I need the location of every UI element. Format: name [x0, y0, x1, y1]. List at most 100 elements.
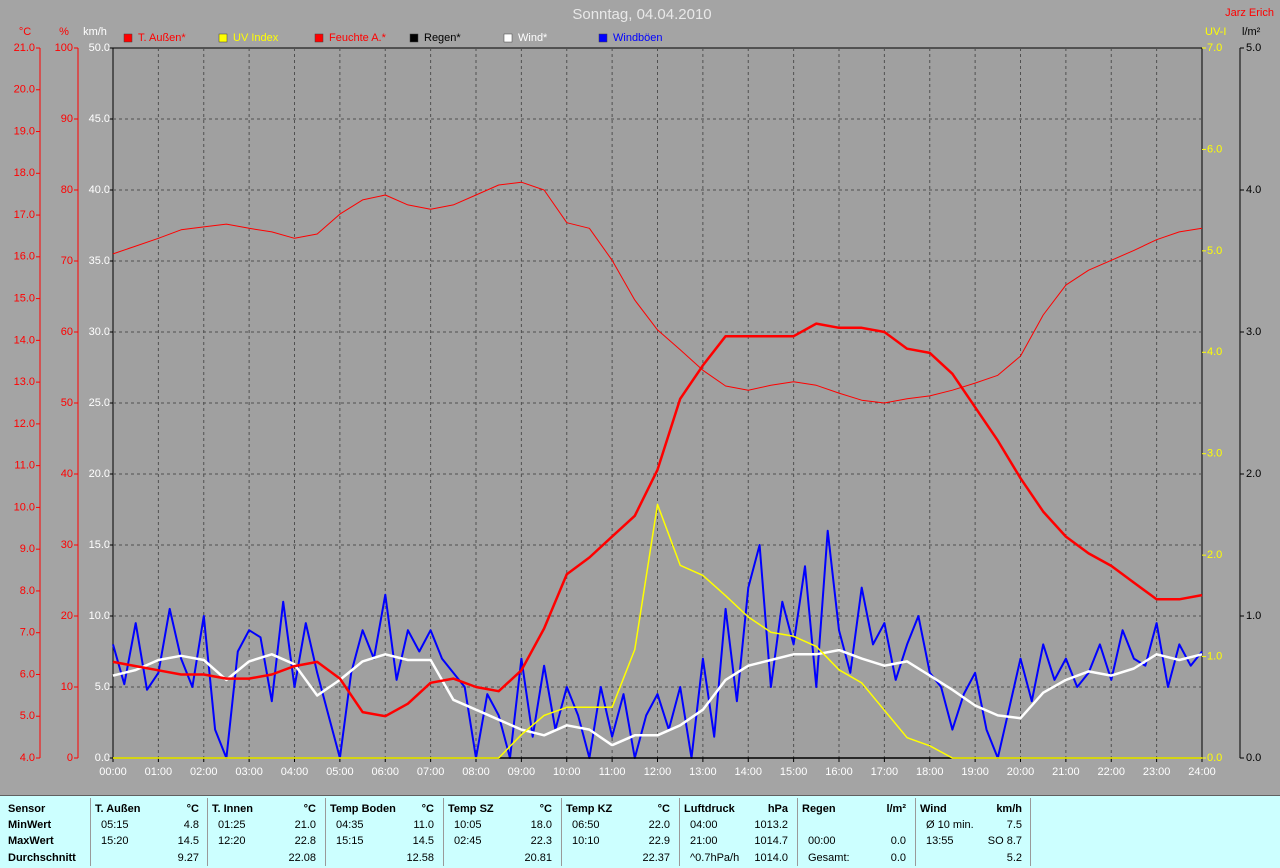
cell-value: 4.8 — [183, 819, 199, 831]
cell-value: 1014.7 — [754, 835, 788, 847]
separator — [443, 798, 444, 866]
row-label: MinWert — [8, 819, 52, 831]
separator — [797, 798, 798, 866]
cell-time: ^0.7hPa/h — [690, 852, 740, 864]
y-tick-label: 0 — [67, 752, 73, 764]
group-unit: l/m² — [886, 803, 906, 815]
cell-time: 15:15 — [336, 835, 364, 847]
y-tick-label: 12.0 — [14, 418, 35, 430]
group-name: T. Außen — [95, 803, 141, 815]
y-tick-label: 7.0 — [1207, 42, 1222, 54]
separator — [915, 798, 916, 866]
cell-time: 01:25 — [218, 819, 246, 831]
legend-label: Wind* — [518, 32, 548, 44]
cell-time: 15:20 — [101, 835, 129, 847]
y-tick-label: 100 — [55, 42, 73, 54]
x-tick-label: 22:00 — [1097, 766, 1125, 778]
x-tick-label: 20:00 — [1007, 766, 1035, 778]
y-tick-label: 40 — [61, 468, 73, 480]
y-tick-label: 8.0 — [20, 585, 35, 597]
x-tick-label: 04:00 — [281, 766, 309, 778]
cell-value: 22.8 — [294, 835, 316, 847]
legend-swatch — [123, 33, 133, 43]
group-name: Temp Boden — [330, 803, 396, 815]
cell-value: 1013.2 — [754, 819, 788, 831]
x-tick-label: 16:00 — [825, 766, 853, 778]
cell-value: 14.5 — [412, 835, 434, 847]
group-name: Luftdruck — [684, 803, 735, 815]
y-tick-label: 4.0 — [1207, 346, 1222, 358]
y-tick-label: 10 — [61, 681, 73, 693]
y-tick-label: 18.0 — [14, 167, 35, 179]
x-tick-label: 18:00 — [916, 766, 944, 778]
cell-time: 21:00 — [690, 835, 718, 847]
y-tick-label: 16.0 — [14, 251, 35, 263]
separator — [561, 798, 562, 866]
legend-label: Feuchte A.* — [329, 32, 387, 44]
y-tick-label: 1.0 — [1207, 650, 1222, 662]
cell-time: Ø 10 min. — [926, 819, 974, 831]
legend-swatch — [598, 33, 608, 43]
legend-swatch — [314, 33, 324, 43]
x-tick-label: 00:00 — [99, 766, 127, 778]
cell-value: 22.9 — [648, 835, 670, 847]
group-unit: °C — [186, 803, 199, 815]
separator — [1030, 798, 1031, 866]
y-tick-label: 14.0 — [14, 334, 35, 346]
y-tick-label: 5.0 — [20, 710, 35, 722]
x-tick-label: 01:00 — [145, 766, 173, 778]
axis-title: °C — [19, 26, 31, 38]
y-tick-label: 25.0 — [89, 397, 110, 409]
y-tick-label: 45.0 — [89, 113, 110, 125]
group-unit: °C — [539, 803, 552, 815]
cell-value: 18.0 — [530, 819, 552, 831]
y-tick-label: 13.0 — [14, 376, 35, 388]
axis-title: km/h — [83, 26, 107, 38]
separator — [90, 798, 91, 866]
data-line — [112, 529, 1203, 759]
y-tick-label: 50.0 — [89, 42, 110, 54]
cell-value: 12.58 — [406, 852, 434, 864]
data-line — [112, 648, 1203, 747]
x-tick-label: 07:00 — [417, 766, 445, 778]
group-unit: km/h — [996, 803, 1022, 815]
row-label: MaxWert — [8, 835, 54, 847]
y-tick-label: 0.0 — [95, 752, 110, 764]
cell-time: 06:50 — [572, 819, 600, 831]
x-tick-label: 23:00 — [1143, 766, 1171, 778]
group-name: T. Innen — [212, 803, 253, 815]
group-unit: °C — [303, 803, 316, 815]
separator — [325, 798, 326, 866]
cell-value: SO 8.7 — [987, 835, 1022, 847]
y-tick-label: 5.0 — [1207, 245, 1222, 257]
y-tick-label: 20 — [61, 610, 73, 622]
x-tick-label: 19:00 — [961, 766, 989, 778]
chart-title: Sonntag, 04.04.2010 — [572, 6, 711, 23]
y-tick-label: 4.0 — [1246, 184, 1261, 196]
x-tick-label: 17:00 — [871, 766, 899, 778]
y-tick-label: 7.0 — [20, 627, 35, 639]
y-tick-label: 3.0 — [1207, 448, 1222, 460]
cell-time: 04:00 — [690, 819, 718, 831]
cell-time: 10:05 — [454, 819, 482, 831]
x-tick-label: 09:00 — [508, 766, 536, 778]
y-tick-label: 30 — [61, 539, 73, 551]
x-tick-label: 02:00 — [190, 766, 218, 778]
y-tick-label: 80 — [61, 184, 73, 196]
cell-time: 05:15 — [101, 819, 129, 831]
cell-value: 0.0 — [890, 852, 906, 864]
y-tick-label: 60 — [61, 326, 73, 338]
row-label: Sensor — [8, 803, 46, 815]
y-tick-label: 40.0 — [89, 184, 110, 196]
legend-label: Regen* — [424, 32, 461, 44]
y-tick-label: 15.0 — [14, 292, 35, 304]
x-tick-label: 14:00 — [734, 766, 762, 778]
axis-title: % — [59, 26, 69, 38]
cell-value: 9.27 — [177, 852, 199, 864]
y-tick-label: 17.0 — [14, 209, 35, 221]
group-unit: °C — [657, 803, 670, 815]
legend-label: T. Außen* — [138, 32, 186, 44]
cell-value: 7.5 — [1006, 819, 1022, 831]
row-label: Durchschnitt — [8, 852, 76, 864]
group-unit: °C — [421, 803, 434, 815]
